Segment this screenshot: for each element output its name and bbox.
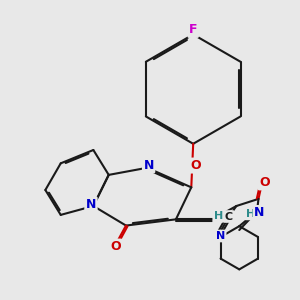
Text: C: C [225,212,233,221]
Text: N: N [143,159,154,172]
Text: H: H [214,211,223,221]
Text: N: N [254,206,265,220]
Text: N: N [86,198,96,211]
Text: H: H [246,209,255,219]
Text: O: O [190,159,201,172]
Text: F: F [189,23,197,36]
Text: N: N [216,231,225,241]
Text: O: O [110,240,121,253]
Text: O: O [259,176,270,189]
